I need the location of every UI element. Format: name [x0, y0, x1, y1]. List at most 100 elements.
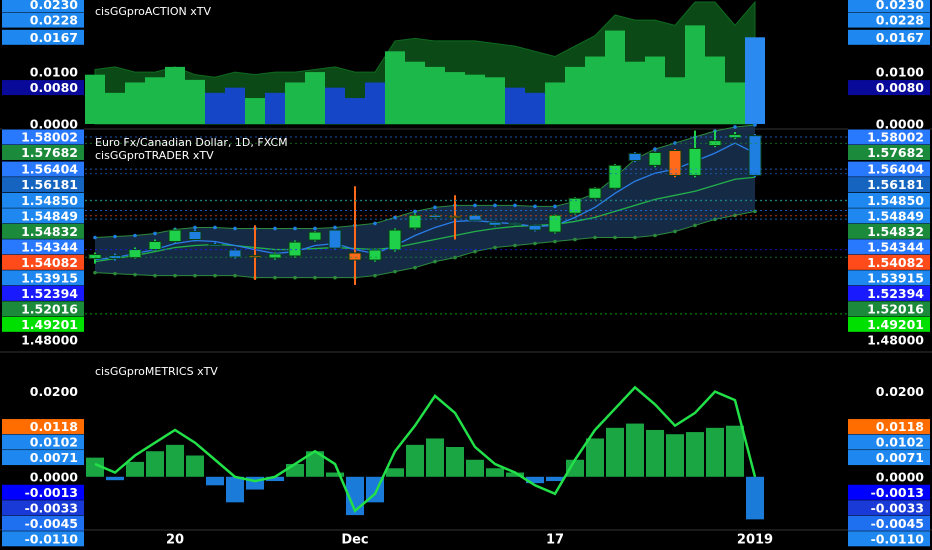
y-tick-badge: 0.0102 — [2, 434, 84, 450]
y-tick-badge: 1.57682 — [848, 144, 930, 160]
y-tick-badge: 1.56404 — [848, 161, 930, 177]
candle-body — [648, 152, 662, 166]
band-dot — [673, 229, 677, 234]
bar — [686, 432, 704, 477]
badge-bg — [848, 434, 930, 450]
band-dot — [133, 233, 137, 238]
x-tick-label: 17 — [546, 533, 564, 548]
candle-body — [668, 149, 682, 176]
y-tick-label: 0.0167 — [30, 30, 78, 45]
y-tick-label: 1.54849 — [867, 208, 924, 223]
band-dot — [513, 203, 517, 208]
y-tick-label: 0.0228 — [876, 13, 924, 28]
bar — [326, 472, 344, 477]
y-tick-label: 1.53915 — [867, 270, 924, 285]
badge-bg — [2, 208, 84, 224]
band-dot — [313, 275, 317, 280]
bar — [445, 72, 465, 124]
y-tick-label: 1.58002 — [21, 129, 78, 144]
bar — [585, 56, 605, 125]
candle-body — [128, 249, 142, 259]
badge-bg — [2, 254, 84, 270]
y-tick-badge: 0.0000 — [2, 116, 84, 132]
y-tick-badge: 0.0071 — [848, 450, 930, 466]
y-tick-label: 1.54850 — [21, 193, 78, 208]
bar — [545, 82, 565, 124]
y-tick-label: 0.0118 — [30, 419, 78, 434]
badge-bg — [848, 419, 930, 435]
y-tick-label: 1.54850 — [867, 193, 924, 208]
badge-bg — [848, 384, 930, 400]
y-tick-badge: 1.57682 — [2, 144, 84, 160]
bar — [266, 476, 284, 482]
candle-body — [508, 222, 522, 226]
badge-bg — [2, 469, 84, 485]
y-tick-badge: 0.0071 — [2, 450, 84, 466]
y-tick-label: 1.52016 — [867, 301, 924, 316]
candle-body — [88, 254, 102, 260]
y-tick-badge: 1.58002 — [848, 129, 930, 145]
badge-bg — [848, 239, 930, 255]
y-tick-label: 1.57682 — [21, 145, 78, 160]
bar — [306, 451, 324, 477]
y-tick-label: -0.0033 — [25, 500, 78, 515]
bar — [245, 98, 265, 124]
y-tick-badge: 1.52394 — [2, 285, 84, 301]
y-tick-badge: 1.54849 — [2, 208, 84, 224]
bar — [746, 476, 764, 520]
candle-body — [468, 214, 482, 221]
badge-bg — [2, 177, 84, 193]
y-tick-label: 0.0200 — [30, 384, 79, 399]
candle-body — [388, 229, 402, 251]
y-tick-label: 0.0080 — [30, 80, 79, 95]
y-tick-badge: 1.54850 — [848, 192, 930, 208]
bar — [446, 446, 464, 477]
badge-bg — [848, 484, 930, 500]
y-tick-badge: 1.56181 — [2, 177, 84, 193]
bar — [285, 82, 305, 124]
y-tick-badge: 0.0167 — [848, 29, 930, 45]
band-dot — [333, 225, 337, 230]
band-dot — [333, 275, 337, 280]
band-dot — [393, 215, 397, 220]
band-dot — [153, 273, 157, 278]
candle-body — [328, 229, 342, 249]
badge-bg — [2, 384, 84, 400]
bar — [325, 87, 345, 124]
bar — [365, 82, 385, 124]
bar — [206, 476, 224, 486]
bar — [606, 427, 624, 477]
candle-body — [488, 221, 502, 226]
band-dot — [493, 203, 497, 208]
y-tick-badge: 1.54082 — [2, 254, 84, 270]
band-dot — [413, 265, 417, 270]
y-tick-badge: 1.48000 — [2, 332, 84, 348]
badge-bg — [2, 129, 84, 145]
badge-bg — [848, 144, 930, 160]
candle-body — [428, 214, 442, 218]
y-tick-badge: 1.53915 — [848, 270, 930, 286]
candle-body — [348, 252, 362, 261]
bar — [165, 66, 185, 124]
band-dot — [93, 235, 97, 240]
bar — [345, 98, 365, 124]
y-tick-badge: 0.0167 — [2, 29, 84, 45]
band-dot — [513, 243, 517, 248]
band-dot — [113, 271, 117, 276]
bar — [726, 425, 744, 477]
y-tick-label: 1.54082 — [867, 255, 924, 270]
y-tick-label: 1.54344 — [867, 239, 924, 254]
metric-line — [94, 385, 757, 513]
badge-bg — [848, 223, 930, 239]
y-tick-label: 1.56181 — [867, 177, 924, 192]
bar — [225, 87, 245, 124]
y-tick-label: 0.0200 — [876, 384, 925, 399]
candle-body — [408, 214, 422, 229]
badge-bg — [848, 116, 930, 132]
badge-bg — [848, 161, 930, 177]
badge-bg — [2, 500, 84, 516]
y-tick-badge: 1.54832 — [848, 223, 930, 239]
badge-bg — [2, 64, 84, 80]
bar — [645, 56, 665, 125]
